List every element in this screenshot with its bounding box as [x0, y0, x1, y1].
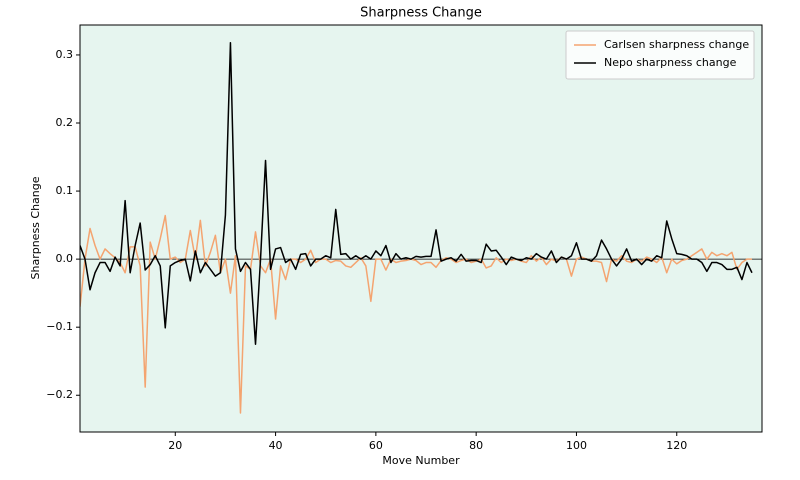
y-tick-label: 0.2	[56, 116, 74, 129]
line-series	[80, 214, 752, 414]
x-tick-label: 100	[566, 439, 587, 452]
y-tick-label: −0.1	[46, 320, 73, 333]
x-tick-label: 80	[469, 439, 483, 452]
legend-label: Nepo sharpness change	[604, 56, 737, 69]
legend-box	[565, 30, 755, 80]
y-tick-label: −0.2	[46, 388, 73, 401]
x-tick-label: 120	[666, 439, 687, 452]
legend-label: Carlsen sharpness change	[604, 38, 749, 51]
x-axis-label: Move Number	[382, 454, 460, 467]
x-tick-label: 40	[269, 439, 283, 452]
line-series	[80, 41, 753, 345]
x-tick-label: 60	[369, 439, 383, 452]
plot-background	[80, 25, 762, 432]
y-tick-label: 0.1	[56, 184, 74, 197]
y-tick-label: 0.3	[56, 48, 74, 61]
plot-frame	[79, 24, 763, 433]
y-axis-label: Sharpness Change	[29, 176, 42, 279]
chart-title: Sharpness Change	[360, 6, 482, 21]
x-tick-label: 20	[168, 439, 182, 452]
y-tick-label: 0.0	[56, 252, 74, 265]
